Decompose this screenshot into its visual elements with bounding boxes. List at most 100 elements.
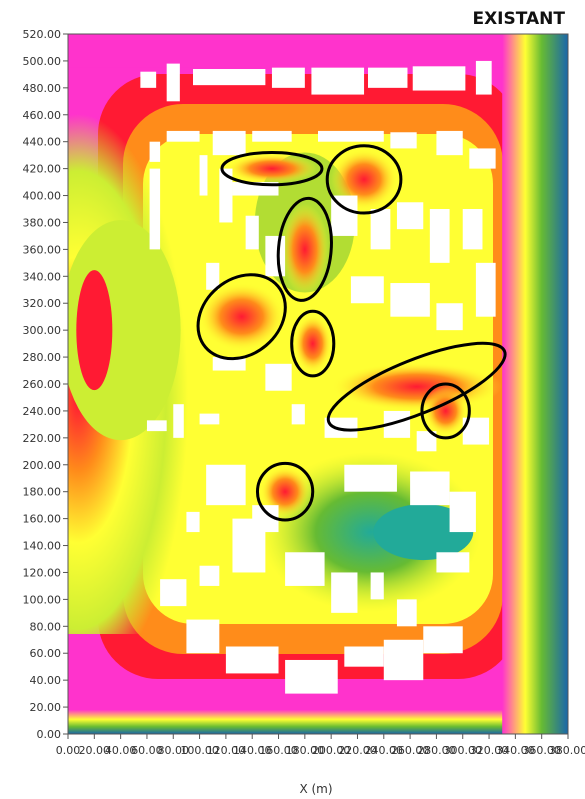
- building-block: [436, 130, 463, 156]
- building-block: [390, 283, 430, 317]
- building-block: [219, 168, 233, 223]
- y-tick-label: 80.00: [30, 620, 62, 633]
- building-block: [193, 69, 266, 86]
- left-red-core: [76, 270, 113, 391]
- hot-spot: [226, 154, 317, 184]
- annotation-ellipse: [420, 382, 471, 440]
- hot-spot: [260, 466, 310, 518]
- building-block: [232, 518, 266, 573]
- x-tick-label: 340.00: [496, 744, 535, 757]
- x-tick-label: 100.00: [180, 744, 219, 757]
- right-gradient-band: [502, 34, 568, 734]
- annotation-ellipse: [196, 273, 287, 361]
- building-block: [416, 431, 437, 452]
- y-tick-label: 280.00: [23, 351, 62, 364]
- y-tick-label: 520.00: [23, 28, 62, 41]
- x-tick-label: 140.00: [233, 744, 272, 757]
- x-tick-label: 60.00: [131, 744, 163, 757]
- x-tick-label: 20.00: [79, 744, 111, 757]
- building-block: [166, 63, 180, 102]
- y-tick-label: 60.00: [30, 647, 62, 660]
- building-block: [271, 67, 305, 88]
- x-tick-label: 200.00: [312, 744, 351, 757]
- x-tick-label: 260.00: [391, 744, 430, 757]
- y-tick-label: 140.00: [23, 540, 62, 553]
- building-block: [436, 552, 470, 573]
- y-tick-label: 120.00: [23, 566, 62, 579]
- building-block: [199, 155, 208, 196]
- y-tick-label: 320.00: [23, 297, 62, 310]
- building-block: [324, 417, 358, 438]
- hot-spot: [330, 149, 398, 210]
- building-block: [140, 71, 157, 88]
- building-block: [285, 552, 325, 586]
- building-block: [225, 646, 279, 674]
- building-block: [199, 413, 220, 425]
- building-block: [311, 67, 365, 95]
- y-tick-label: 460.00: [23, 109, 62, 122]
- y-tick-label: 100.00: [23, 593, 62, 606]
- x-tick-label: 180.00: [286, 744, 325, 757]
- y-tick-label: 500.00: [23, 55, 62, 68]
- y-tick-label: 180.00: [23, 486, 62, 499]
- building-block: [265, 363, 292, 391]
- building-block: [344, 646, 384, 667]
- chart-title: EXISTANT: [472, 9, 565, 29]
- y-tick-label: 440.00: [23, 136, 62, 149]
- y-tick-label: 300.00: [23, 324, 62, 337]
- building-block: [206, 464, 246, 506]
- y-tick-label: 480.00: [23, 82, 62, 95]
- annotation-ellipse: [220, 150, 324, 187]
- building-block: [149, 141, 161, 162]
- building-block: [410, 471, 450, 506]
- building-block: [469, 148, 496, 169]
- hot-spot: [293, 314, 332, 373]
- y-tick-label: 380.00: [23, 216, 62, 229]
- bottom-gradient-band: [68, 709, 503, 734]
- y-tick-label: 240.00: [23, 405, 62, 418]
- building-block: [423, 626, 463, 654]
- y-tick-label: 0.00: [37, 728, 62, 741]
- building-block: [285, 659, 338, 694]
- building-block: [146, 420, 167, 432]
- y-tick-label: 360.00: [23, 243, 62, 256]
- annotation-ellipse: [326, 341, 507, 432]
- y-tick-label: 20.00: [30, 701, 62, 714]
- x-tick-label: 0.00: [56, 744, 81, 757]
- building-block: [462, 209, 483, 250]
- x-tick-label: 80.00: [158, 744, 190, 757]
- building-block: [212, 130, 246, 156]
- axes: 0.0020.0040.0060.0080.00100.00120.00140.…: [23, 28, 585, 757]
- building-block: [318, 130, 384, 142]
- x-tick-label: 300.00: [443, 744, 482, 757]
- building-block: [475, 60, 492, 95]
- y-tick-label: 400.00: [23, 190, 62, 203]
- hot-spot: [281, 203, 329, 296]
- building-block: [396, 599, 417, 627]
- annotation-ellipse: [276, 196, 333, 302]
- hot-spot: [199, 282, 285, 351]
- x-tick-label: 120.00: [207, 744, 246, 757]
- building-block: [396, 202, 424, 230]
- x-tick-label: 220.00: [338, 744, 377, 757]
- building-block: [350, 276, 384, 304]
- building-block: [291, 404, 305, 425]
- top-magenta-strip: [68, 34, 503, 68]
- x-tick-label: 320.00: [470, 744, 509, 757]
- building-block: [449, 491, 476, 533]
- x-tick-label: 280.00: [417, 744, 456, 757]
- building-block: [206, 262, 220, 290]
- building-block: [331, 572, 358, 613]
- y-tick-label: 220.00: [23, 432, 62, 445]
- building-block: [475, 262, 496, 317]
- building-block: [412, 66, 466, 91]
- y-tick-label: 260.00: [23, 378, 62, 391]
- building-block: [166, 130, 200, 142]
- building-block: [344, 464, 397, 492]
- x-tick-label: 240.00: [365, 744, 404, 757]
- plot-area: [68, 34, 568, 734]
- annotation-ellipse: [325, 144, 403, 215]
- building-block: [429, 209, 450, 263]
- x-axis-title: X (m): [299, 782, 332, 796]
